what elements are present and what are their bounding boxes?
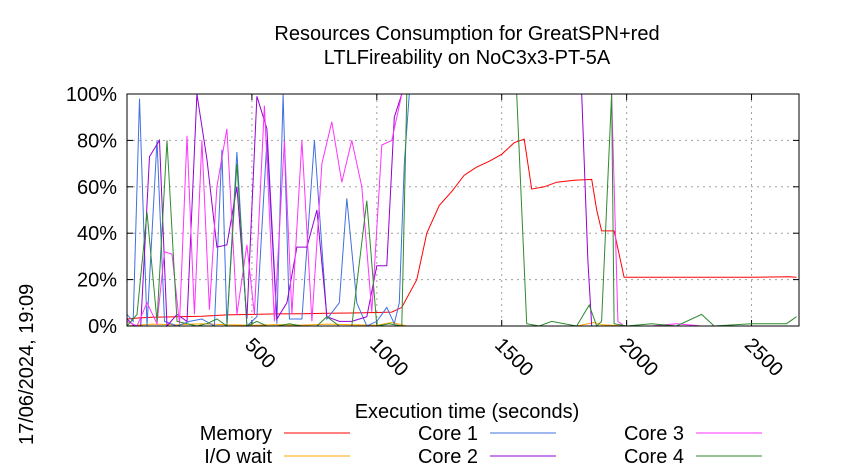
plot-frame: [126, 93, 800, 327]
x-axis-ticks: 500 1000 1500 2000 2500: [240, 94, 787, 381]
y-tick-label: 40%: [77, 223, 117, 245]
x-tick-label: 1000: [365, 334, 412, 381]
grid: [127, 94, 799, 326]
series-line-core-4: [126, 93, 797, 327]
y-tick-label: 60%: [77, 177, 117, 199]
y-tick-label: 20%: [77, 270, 117, 292]
x-tick-label: 500: [240, 334, 279, 373]
x-axis-label: Execution time (seconds): [355, 401, 580, 423]
chart-title-line-1: Resources Consumption for GreatSPN+red: [274, 23, 659, 45]
legend-label-core-1: Core 1: [418, 423, 478, 445]
x-tick-label: 1500: [490, 334, 537, 381]
timestamp: 17/06/2024, 19:09: [16, 284, 38, 445]
legend-label-memory: Memory: [200, 423, 272, 445]
series-lines: [126, 93, 797, 328]
legend-label-core-4: Core 4: [624, 446, 684, 468]
series-line-core-3: [126, 93, 797, 327]
legend-label-core-3: Core 3: [624, 423, 684, 445]
series-line-core-1: [126, 93, 797, 328]
x-tick-label: 2000: [615, 334, 662, 381]
legend-label-i-o-wait: I/O wait: [204, 446, 272, 468]
y-axis-ticks: 0% 20% 40% 60% 80% 100%: [66, 84, 799, 338]
legend-label-core-2: Core 2: [418, 446, 478, 468]
y-tick-label: 100%: [66, 84, 117, 106]
y-tick-label: 80%: [77, 130, 117, 152]
x-tick-label: 2500: [740, 334, 787, 381]
series-line-memory: [126, 138, 797, 320]
chart-title-line-2: LTLFireability on NoC3x3-PT-5A: [324, 47, 611, 69]
series-line-core-2: [126, 93, 797, 328]
y-tick-label: 0%: [88, 316, 117, 338]
